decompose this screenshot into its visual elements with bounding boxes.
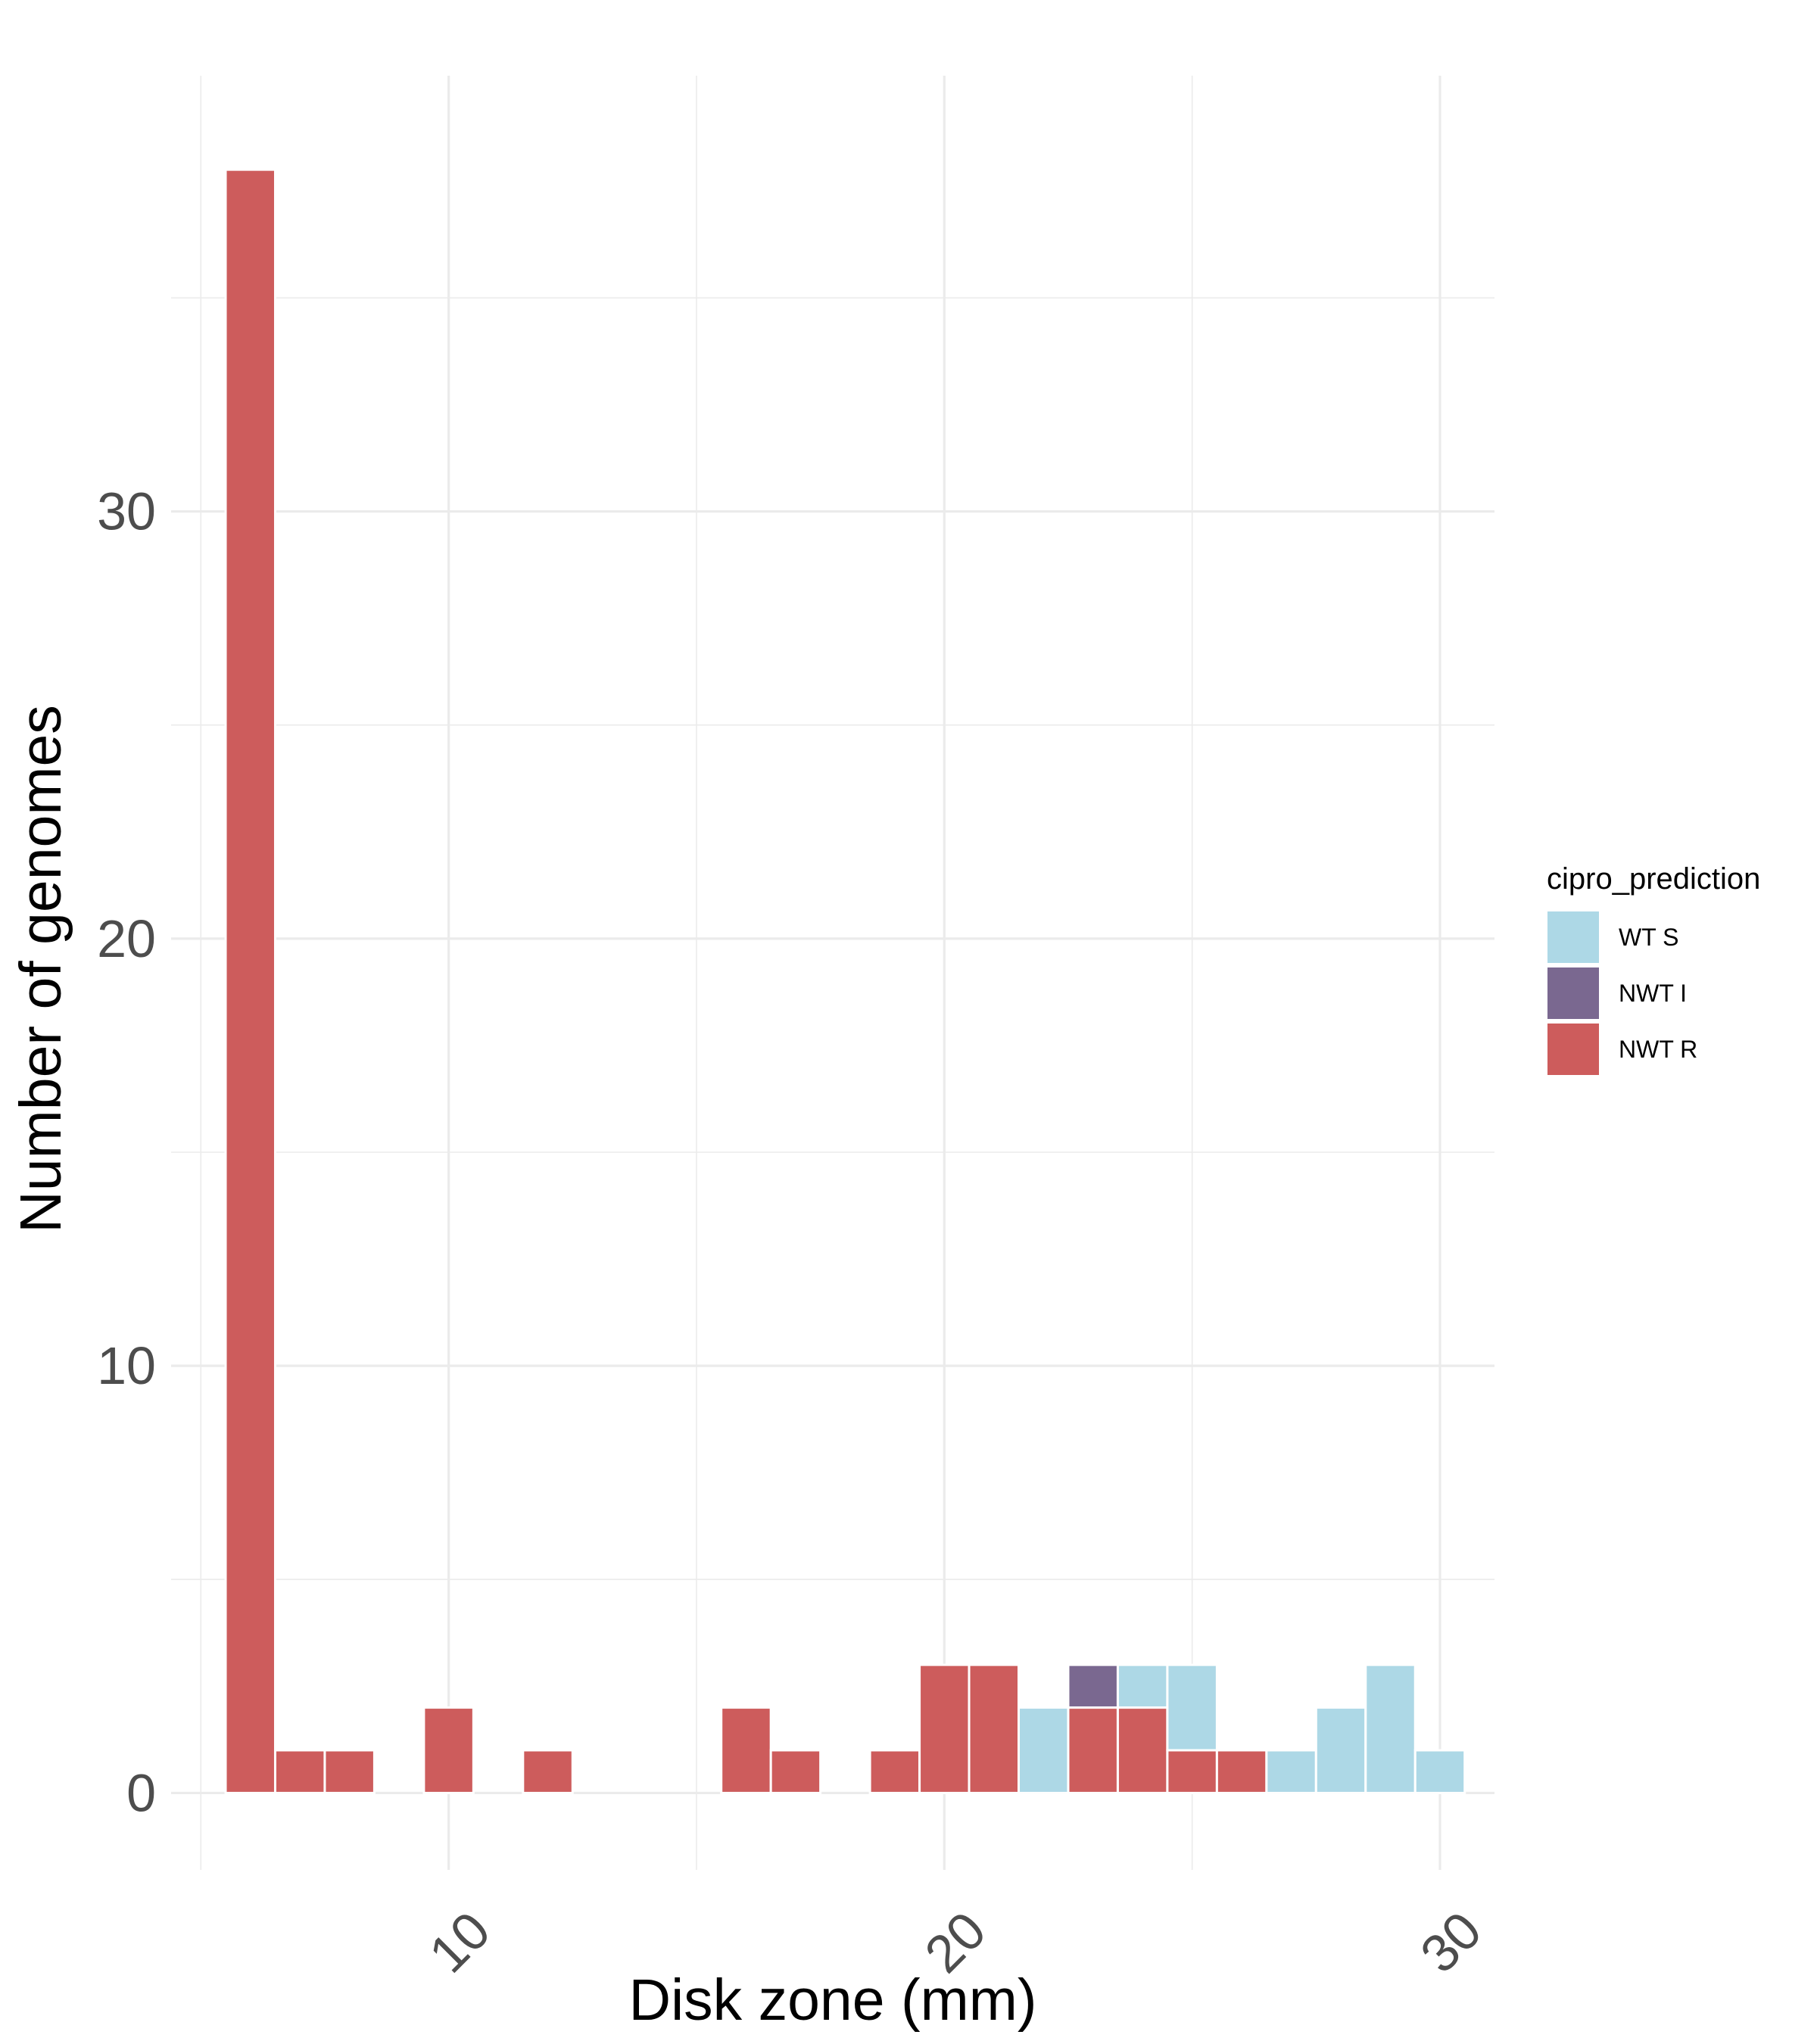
legend-swatch: [1547, 967, 1599, 1019]
bar-wt-s: [1314, 1706, 1367, 1794]
legend-label: NWT R: [1619, 1036, 1697, 1063]
bar-nwt-r: [422, 1706, 475, 1794]
bar-wt-s: [1116, 1663, 1169, 1709]
x-tick-label: 30: [1409, 1900, 1492, 1983]
legend: cipro_prediction WT S NWT I NWT R: [1547, 862, 1760, 1075]
legend-swatch: [1547, 911, 1599, 963]
bar-nwt-r: [868, 1749, 921, 1794]
bar-wt-s: [1166, 1663, 1218, 1752]
bar-nwt-r: [224, 168, 276, 1794]
y-axis-title: Number of genomes: [8, 705, 73, 1233]
y-tick-label: 30: [97, 482, 156, 541]
bar-nwt-r: [1215, 1749, 1268, 1794]
bar-nwt-r: [1166, 1749, 1218, 1794]
bar-wt-s: [1413, 1749, 1466, 1794]
y-tick-label: 10: [97, 1336, 156, 1395]
y-axis-ticks: 0 10 20 30: [97, 482, 156, 1823]
bar-nwt-i: [1067, 1663, 1119, 1709]
bar-nwt-r: [1067, 1706, 1119, 1794]
bar-nwt-r: [1116, 1706, 1169, 1794]
bar-nwt-r: [918, 1663, 971, 1794]
legend-swatch: [1547, 1024, 1599, 1075]
bar-wt-s: [1364, 1663, 1417, 1794]
bar-nwt-r: [769, 1749, 822, 1794]
bars: [224, 168, 1466, 1794]
bar-nwt-r: [720, 1706, 772, 1794]
legend-label: WT S: [1619, 924, 1678, 951]
legend-title: cipro_prediction: [1547, 862, 1760, 896]
legend-label: NWT I: [1619, 980, 1687, 1007]
y-tick-label: 20: [97, 909, 156, 968]
grid-lines: [171, 76, 1494, 1870]
x-axis-title: Disk zone (mm): [628, 1968, 1036, 2033]
bar-wt-s: [1265, 1749, 1317, 1794]
legend-items: WT S NWT I NWT R: [1547, 911, 1697, 1075]
bar-nwt-r: [968, 1663, 1021, 1794]
bar-wt-s: [1018, 1706, 1070, 1794]
bar-nwt-r: [323, 1749, 376, 1794]
y-tick-label: 0: [126, 1763, 156, 1822]
bar-nwt-r: [273, 1749, 326, 1794]
x-tick-label: 10: [418, 1900, 501, 1983]
bar-nwt-r: [522, 1749, 574, 1794]
